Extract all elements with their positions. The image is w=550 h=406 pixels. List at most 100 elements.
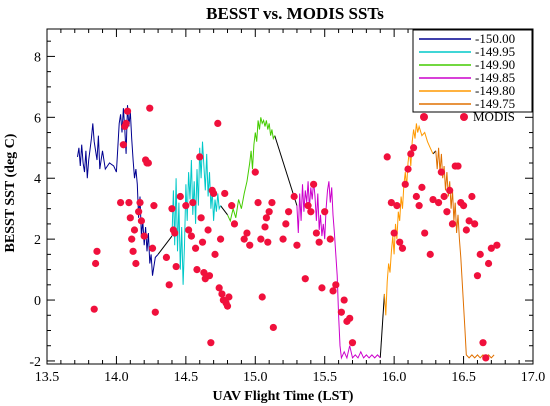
x-tick-label: 15.0 <box>243 370 268 385</box>
modis-point <box>290 192 298 201</box>
modis-point <box>482 354 490 362</box>
modis-point <box>404 165 412 173</box>
modis-point <box>268 198 276 207</box>
y-tick-label: -2 <box>29 355 41 370</box>
modis-point <box>254 198 262 207</box>
modis-point <box>150 202 158 210</box>
modis-point <box>123 107 132 115</box>
modis-point <box>348 339 357 347</box>
modis-point <box>136 198 144 207</box>
modis-point <box>187 232 196 240</box>
modis-point <box>176 192 184 201</box>
modis-point <box>329 287 337 295</box>
track-connector <box>157 235 173 255</box>
modis-point <box>126 214 134 222</box>
modis-point <box>196 153 204 161</box>
legend-box <box>412 29 533 113</box>
series-line-5 <box>383 123 434 316</box>
x-tick-label: 16.5 <box>451 370 476 385</box>
modis-point <box>216 235 225 243</box>
modis-point <box>171 229 179 237</box>
modis-point <box>151 308 159 316</box>
modis-point <box>448 220 457 228</box>
modis-point <box>189 198 197 207</box>
modis-point <box>312 229 320 237</box>
x-axis-label: UAV Flight Time (LST) <box>213 389 354 404</box>
modis-point <box>165 281 173 289</box>
besst-series-lines <box>77 105 495 360</box>
chart-title: BESST vs. MODIS SSTs <box>206 4 384 23</box>
modis-point <box>493 241 501 249</box>
legend-modis-dot <box>420 113 428 121</box>
modis-point <box>218 290 226 298</box>
y-tick-label: 2 <box>34 233 41 248</box>
modis-point <box>471 220 479 228</box>
y-tick-label: 0 <box>34 294 41 309</box>
legend-label: -149.95 <box>475 44 515 59</box>
modis-point <box>454 162 462 170</box>
modis-point <box>191 244 200 252</box>
modis-point <box>426 250 434 258</box>
y-ticks: -2 0 2 4 6 8 <box>29 40 533 370</box>
modis-point <box>479 339 487 347</box>
modis-points <box>90 104 501 362</box>
modis-point <box>132 259 140 268</box>
modis-point <box>265 208 273 216</box>
modis-point <box>261 223 269 231</box>
x-ticks: 13.5 14.0 14.5 15.0 15.5 16.0 16.5 17.0 <box>35 29 545 385</box>
legend-label: -149.80 <box>475 83 515 98</box>
x-tick-label: 16.0 <box>382 370 407 385</box>
modis-point <box>346 314 354 322</box>
modis-point <box>93 247 101 255</box>
x-tick-label: 14.0 <box>104 370 129 385</box>
y-tick-label: 8 <box>34 50 41 65</box>
modis-point <box>243 229 251 237</box>
modis-point <box>193 265 201 274</box>
modis-point <box>301 275 309 283</box>
modis-point <box>337 308 345 316</box>
series-line-2 <box>171 141 222 285</box>
modis-point <box>387 198 395 207</box>
series-line-3 <box>227 117 276 223</box>
modis-point <box>257 235 265 243</box>
modis-point <box>446 186 454 195</box>
modis-point <box>396 238 404 246</box>
modis-point <box>282 220 290 228</box>
modis-point <box>172 262 180 271</box>
legend: -150.00-149.95-149.90-149.85-149.80-149.… <box>412 29 533 124</box>
modis-point <box>215 284 223 292</box>
modis-point <box>415 202 423 210</box>
modis-point <box>92 259 100 268</box>
legend-label: -150.00 <box>475 31 515 46</box>
modis-point <box>340 296 348 304</box>
x-tick-label: 14.5 <box>174 370 199 385</box>
modis-point <box>487 244 495 252</box>
modis-point <box>304 202 312 210</box>
series-line-4 <box>296 181 381 360</box>
modis-point <box>146 104 154 112</box>
modis-point <box>465 217 473 225</box>
series-line-1 <box>77 105 159 276</box>
modis-point <box>310 180 318 188</box>
modis-point <box>230 220 239 228</box>
modis-point <box>200 269 208 277</box>
modis-point <box>128 235 136 243</box>
modis-point <box>122 119 130 128</box>
modis-point <box>144 159 152 167</box>
modis-point <box>326 235 334 243</box>
modis-point <box>393 202 401 210</box>
modis-point <box>443 208 451 216</box>
modis-point <box>162 253 171 262</box>
legend-label: -149.90 <box>475 57 515 72</box>
modis-point <box>262 214 270 222</box>
modis-point <box>473 272 482 280</box>
modis-point <box>476 250 484 258</box>
track-connector <box>379 293 385 358</box>
modis-point <box>130 226 139 234</box>
modis-point <box>462 226 470 234</box>
modis-point <box>240 235 248 243</box>
modis-point <box>332 281 340 289</box>
modis-point <box>148 244 157 252</box>
modis-point <box>434 198 443 207</box>
